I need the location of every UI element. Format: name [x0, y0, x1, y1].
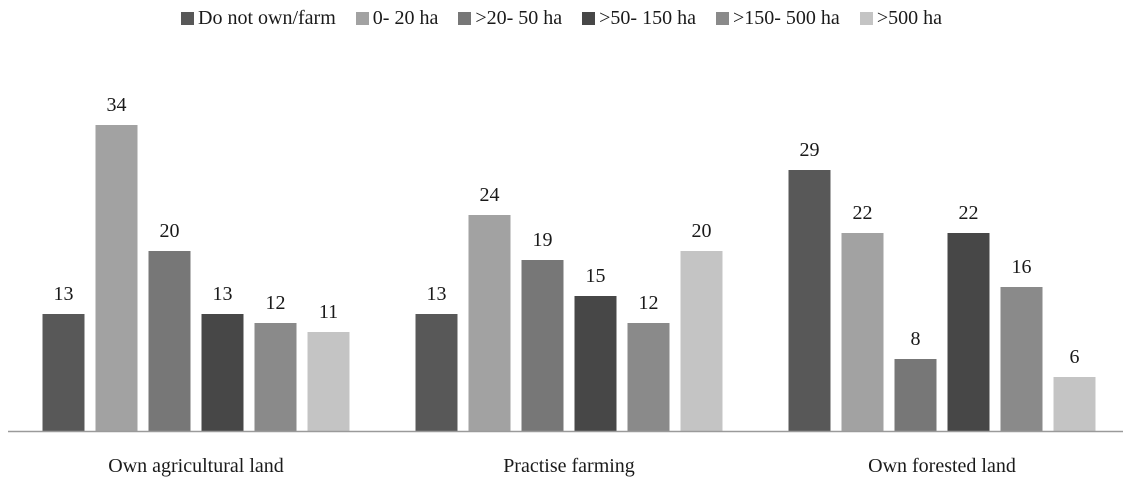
data-label: 12 [639, 292, 659, 314]
data-label: 11 [319, 301, 338, 323]
bar [627, 323, 670, 431]
bar [841, 233, 884, 431]
data-label: 29 [800, 139, 820, 161]
legend-swatch [582, 11, 596, 25]
data-label: 20 [160, 220, 180, 242]
legend-label: Do not own/farm [198, 7, 336, 29]
legend-item: >20- 50 ha [458, 6, 562, 30]
bar [415, 314, 458, 431]
legend-swatch [181, 11, 195, 25]
data-label: 15 [586, 265, 606, 287]
bar [1000, 287, 1043, 431]
data-label: 20 [692, 220, 712, 242]
data-label: 13 [54, 283, 74, 305]
data-label: 12 [266, 292, 286, 314]
chart-legend: Do not own/farm 0- 20 ha >20- 50 ha >50- 15… [0, 6, 1123, 30]
data-label: 22 [853, 202, 873, 224]
legend-item: >50- 150 ha [582, 6, 696, 30]
legend-swatch [355, 11, 369, 25]
legend-item: Do not own/farm [181, 6, 336, 30]
data-label: 13 [213, 283, 233, 305]
bar [42, 314, 85, 431]
legend-label: >50- 150 ha [599, 7, 696, 29]
legend-item: >500 ha [859, 6, 942, 30]
legend-label: 0- 20 ha [372, 7, 439, 29]
data-label: 6 [1070, 346, 1080, 368]
category-label: Own agricultural land [108, 455, 284, 477]
legend-swatch [458, 11, 472, 25]
legend-label: >20- 50 ha [475, 7, 563, 29]
legend-item: 0- 20 ha [355, 6, 439, 30]
legend-swatch [859, 11, 873, 25]
data-label: 24 [480, 184, 500, 206]
legend-label: >150- 500 ha [732, 7, 840, 29]
category-label: Own forested land [868, 455, 1016, 477]
bar [148, 251, 191, 431]
category-label: Practise farming [503, 455, 635, 477]
bar [95, 125, 138, 431]
bar [254, 323, 297, 431]
bar [201, 314, 244, 431]
legend-item: >150- 500 ha [715, 6, 840, 30]
data-label: 8 [911, 328, 921, 350]
data-label: 16 [1012, 256, 1032, 278]
bar [468, 215, 511, 431]
bar [947, 233, 990, 431]
data-label: 13 [427, 283, 447, 305]
data-label: 22 [959, 202, 979, 224]
bar [307, 332, 350, 431]
bar [574, 296, 617, 431]
data-label: 19 [533, 229, 553, 251]
bar [521, 260, 564, 431]
legend-label: >500 ha [876, 7, 942, 29]
bar [788, 170, 831, 431]
bar [1053, 377, 1096, 431]
data-label: 34 [107, 94, 127, 116]
legend-swatch [715, 11, 729, 25]
bar [894, 359, 937, 431]
bar [680, 251, 723, 431]
